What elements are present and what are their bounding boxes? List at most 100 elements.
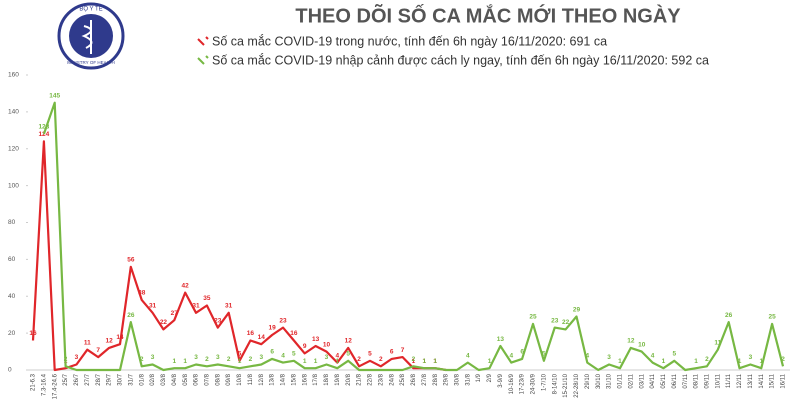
- data-label: 2: [357, 356, 361, 363]
- data-label: 31: [149, 303, 157, 310]
- x-tick-label: 17/8: [313, 373, 319, 385]
- x-tick-label: 04/8: [172, 373, 178, 385]
- x-tick-label: 29/8: [444, 373, 450, 385]
- data-label: 31: [192, 303, 200, 310]
- logo-bottom: MINISTRY OF HEALTH: [67, 60, 115, 65]
- x-tick-label: 25/8: [400, 373, 406, 385]
- x-tick-label: 31/10: [607, 373, 613, 389]
- legend-marker: [205, 36, 209, 40]
- data-label: 7: [96, 347, 100, 354]
- x-tick-label: 07/8: [204, 373, 210, 385]
- y-tick-label: 120: [8, 145, 19, 152]
- x-tick-label: 30/10: [596, 373, 602, 389]
- x-tick-label: 05/11: [661, 373, 667, 388]
- data-label: 1: [172, 358, 176, 365]
- x-tick-label: 02/11: [628, 373, 634, 388]
- data-label: 31: [225, 303, 233, 310]
- data-label: 2: [705, 356, 709, 363]
- data-label: 2: [140, 356, 144, 363]
- data-label: 27: [171, 310, 179, 317]
- data-label: 1: [422, 358, 426, 365]
- data-label: 4: [466, 352, 470, 359]
- y-tick-label: 140: [8, 109, 19, 116]
- data-label: 25: [769, 314, 777, 321]
- x-tick-label: 03/11: [639, 373, 645, 388]
- data-label: 42: [182, 282, 190, 289]
- x-tick-label: 22/8: [368, 373, 374, 385]
- x-tick-label: 09/8: [226, 373, 232, 385]
- x-tick-label: 30/7: [118, 373, 124, 385]
- data-label: 6: [390, 349, 394, 356]
- data-label: 6: [520, 349, 524, 356]
- x-tick-label: 24-30/9: [531, 373, 537, 394]
- data-label: 13: [497, 336, 505, 343]
- logo-top: BỘ Y TẾ: [79, 6, 102, 13]
- x-tick-label: 20/8: [346, 373, 352, 385]
- data-label: 14: [258, 334, 266, 341]
- data-label: 26: [725, 312, 733, 319]
- data-label: 25: [529, 314, 537, 321]
- legend-label: Số ca mắc COVID-19 nhập cảnh được cách l…: [212, 52, 709, 67]
- data-label: 1: [314, 358, 318, 365]
- data-label: 2: [205, 356, 209, 363]
- data-label: 2: [64, 356, 68, 363]
- chart-title: THEO DÕI SỐ CA MẮC MỚI THEO NGÀY: [295, 3, 681, 27]
- x-tick-label: 27/7: [85, 373, 91, 385]
- data-label: 3: [75, 354, 79, 361]
- legend-marker: [205, 55, 209, 59]
- data-label: 1: [488, 358, 492, 365]
- y-tick-label: 40: [8, 293, 16, 300]
- x-tick-label: 22-28/10: [574, 373, 580, 397]
- x-tick-label: 17.4-24.6: [52, 373, 58, 399]
- data-label: 1: [738, 358, 742, 365]
- series-line: [31, 140, 447, 372]
- x-tick-label: 24/8: [389, 373, 395, 385]
- x-tick-label: 01/11: [618, 373, 624, 388]
- data-label: 23: [279, 317, 287, 324]
- data-label: 1: [303, 358, 307, 365]
- data-label: 2: [227, 356, 231, 363]
- data-label: 16: [290, 330, 298, 337]
- data-label: 12: [627, 338, 635, 345]
- legend: Số ca mắc COVID-19 trong nước, tính đến …: [197, 33, 709, 67]
- data-label: 3: [216, 354, 220, 361]
- data-label: 1: [618, 358, 622, 365]
- x-tick-label: 29/10: [585, 373, 591, 389]
- y-tick-label: 100: [8, 182, 19, 189]
- x-tick-label: 21-6.3: [31, 373, 37, 391]
- x-tick-label: 29/7: [107, 373, 113, 385]
- x-tick-label: 08/8: [215, 373, 221, 385]
- x-tick-label: 31/8: [465, 373, 471, 385]
- data-label: 5: [672, 351, 676, 358]
- data-label: 145: [49, 92, 60, 99]
- x-tick-label: 06/11: [672, 373, 678, 388]
- x-tick-label: 10-16/9: [509, 373, 515, 394]
- y-tick-label: 20: [8, 330, 16, 337]
- data-label: 14: [116, 334, 124, 341]
- logo: BỘ Y TẾ MINISTRY OF HEALTH: [57, 2, 125, 70]
- data-label: 4: [651, 352, 655, 359]
- data-label: 11: [714, 339, 721, 346]
- data-label: 2: [249, 356, 253, 363]
- x-tick-label: 18/8: [324, 373, 330, 385]
- data-label: 128: [38, 124, 49, 131]
- data-label: 12: [105, 338, 113, 345]
- x-tick-label: 19/8: [335, 373, 341, 385]
- x-tick-label: 28/7: [96, 373, 102, 385]
- data-label: 4: [281, 352, 285, 359]
- x-tick-label: 10/8: [237, 373, 243, 385]
- data-label: 1: [336, 358, 340, 365]
- data-label: 22: [160, 319, 168, 326]
- x-tick-label: 15/8: [291, 373, 297, 385]
- x-tick-label: 04/11: [650, 373, 656, 388]
- x-tick-label: 06/8: [194, 373, 200, 385]
- data-label: 23: [214, 317, 222, 324]
- data-label: 19: [269, 325, 277, 332]
- data-label: 2: [412, 356, 416, 363]
- data-label: 16: [29, 330, 37, 337]
- data-label: 5: [238, 351, 242, 358]
- data-label: 4: [586, 352, 590, 359]
- data-label: 2: [379, 356, 383, 363]
- x-tick-label: 12/8: [259, 373, 265, 385]
